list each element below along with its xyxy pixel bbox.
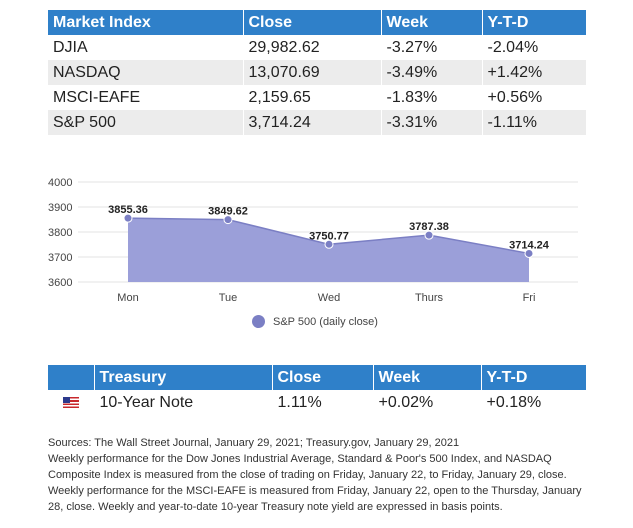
table-row: NASDAQ 13,070.69 -3.49% +1.42% bbox=[48, 60, 586, 85]
table-row: MSCI-EAFE 2,159.65 -1.83% +0.56% bbox=[48, 85, 586, 110]
index-close: 29,982.62 bbox=[243, 35, 382, 60]
treasury-table-header: Treasury Close Week Y-T-D bbox=[48, 365, 586, 390]
table-row: DJIA 29,982.62 -3.27% -2.04% bbox=[48, 35, 586, 60]
legend-swatch bbox=[252, 315, 265, 328]
data-point bbox=[223, 215, 233, 225]
treasury-table: Treasury Close Week Y-T-D 10-Year Note 1… bbox=[48, 365, 586, 416]
data-label: 3787.38 bbox=[409, 221, 449, 233]
header-market-index: Market Index bbox=[48, 10, 244, 35]
data-label: 3714.24 bbox=[509, 239, 550, 251]
market-index-table: Market Index Close Week Y-T-D DJIA 29,98… bbox=[48, 10, 586, 135]
header-week: Week bbox=[373, 365, 482, 390]
data-label: 3855.36 bbox=[108, 204, 148, 216]
index-name: MSCI-EAFE bbox=[48, 85, 244, 110]
header-ytd: Y-T-D bbox=[481, 365, 586, 390]
us-flag-icon bbox=[62, 397, 79, 409]
y-tick-label: 3900 bbox=[48, 202, 72, 214]
index-close: 13,070.69 bbox=[243, 60, 382, 85]
index-week: -3.31% bbox=[381, 110, 483, 135]
y-tick-label: 3600 bbox=[48, 277, 72, 289]
data-point bbox=[524, 248, 534, 258]
treasury-week: +0.02% bbox=[373, 390, 482, 416]
treasury-name: 10-Year Note bbox=[94, 390, 273, 416]
index-week: -1.83% bbox=[381, 85, 483, 110]
source-notes: Sources: The Wall Street Journal, Januar… bbox=[48, 435, 586, 515]
index-week: -3.27% bbox=[381, 35, 483, 60]
index-ytd: -1.11% bbox=[482, 110, 586, 135]
data-label: 3750.77 bbox=[309, 230, 349, 242]
y-tick-label: 3700 bbox=[48, 252, 72, 264]
treasury-close: 1.11% bbox=[272, 390, 374, 416]
header-close: Close bbox=[243, 10, 382, 35]
market-summary: Market Index Close Week Y-T-D DJIA 29,98… bbox=[48, 10, 586, 513]
chart-canvas: 4000 3900 3800 3700 3600 3855.36 3849.62 3750.7… bbox=[48, 177, 578, 304]
y-tick-label: 3800 bbox=[48, 227, 72, 239]
sources-line: Sources: The Wall Street Journal, Januar… bbox=[48, 437, 460, 449]
x-tick-label: Fri bbox=[523, 292, 536, 304]
data-label: 3849.62 bbox=[208, 206, 248, 218]
header-ytd: Y-T-D bbox=[482, 10, 586, 35]
header-week: Week bbox=[381, 10, 483, 35]
y-tick-label: 4000 bbox=[48, 177, 72, 189]
table-row: S&P 500 3,714.24 -3.31% -1.11% bbox=[48, 110, 586, 135]
x-tick-label: Thurs bbox=[415, 292, 444, 304]
data-point bbox=[424, 230, 434, 240]
series-area bbox=[128, 218, 529, 282]
index-ytd: +1.42% bbox=[482, 60, 586, 85]
x-tick-label: Tue bbox=[219, 292, 238, 304]
header-flag bbox=[48, 365, 95, 390]
methodology-note: Weekly performance for the Dow Jones Ind… bbox=[48, 453, 582, 513]
index-name: DJIA bbox=[48, 35, 244, 60]
chart-legend[interactable]: S&P 500 (daily close) bbox=[252, 315, 378, 328]
sp500-area-chart: 4000 3900 3800 3700 3600 3855.36 3849.62 3750.7… bbox=[48, 168, 586, 348]
treasury-ytd: +0.18% bbox=[481, 390, 586, 416]
header-close: Close bbox=[272, 365, 374, 390]
flag-cell bbox=[48, 390, 95, 416]
index-ytd: +0.56% bbox=[482, 85, 586, 110]
index-week: -3.49% bbox=[381, 60, 483, 85]
data-point bbox=[123, 213, 133, 223]
index-close: 3,714.24 bbox=[243, 110, 382, 135]
x-tick-label: Mon bbox=[117, 292, 138, 304]
header-treasury: Treasury bbox=[94, 365, 273, 390]
index-table-header: Market Index Close Week Y-T-D bbox=[48, 10, 586, 35]
legend-label: S&P 500 (daily close) bbox=[273, 315, 378, 328]
index-ytd: -2.04% bbox=[482, 35, 586, 60]
table-row: 10-Year Note 1.11% +0.02% +0.18% bbox=[48, 390, 586, 416]
index-name: S&P 500 bbox=[48, 110, 244, 135]
index-name: NASDAQ bbox=[48, 60, 244, 85]
x-tick-label: Wed bbox=[318, 292, 340, 304]
data-point bbox=[324, 239, 334, 249]
index-close: 2,159.65 bbox=[243, 85, 382, 110]
